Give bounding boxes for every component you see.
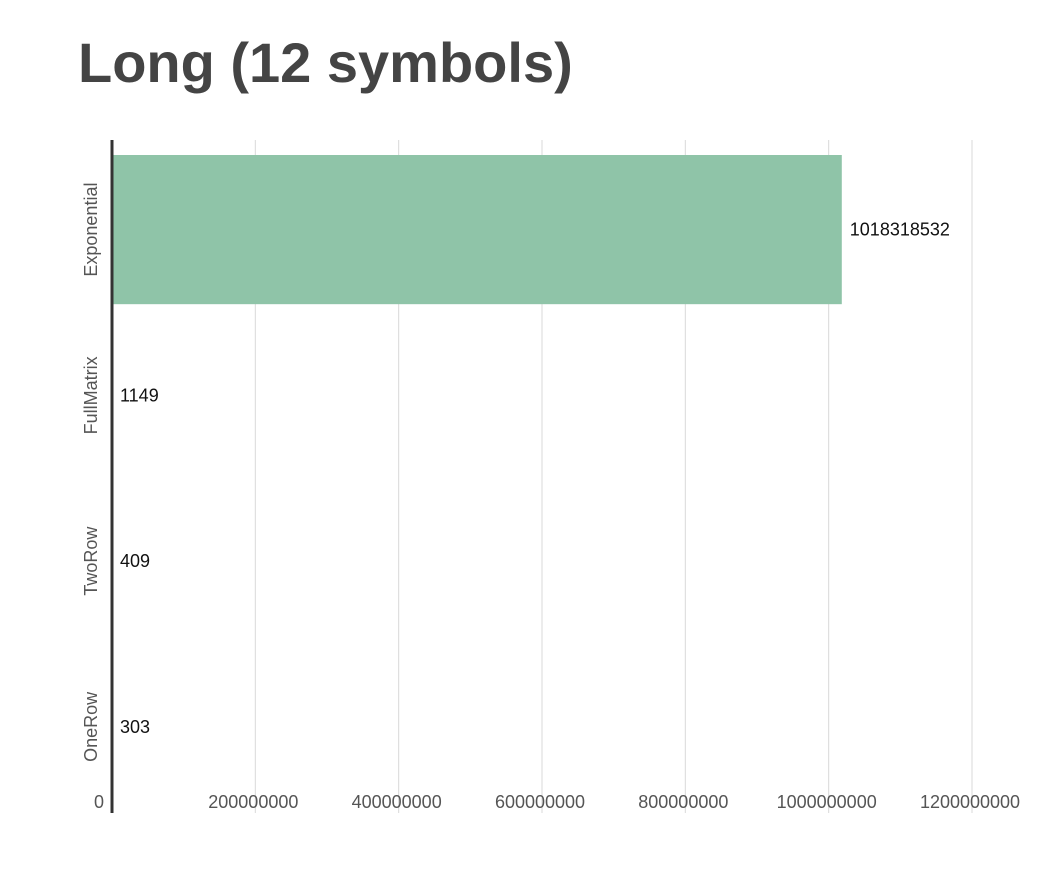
x-tick-label: 1000000000: [777, 792, 877, 812]
bars: [112, 155, 842, 802]
data-label: 1149: [120, 385, 159, 405]
x-tick-label: 800000000: [638, 792, 728, 812]
data-labels: 1018318532 1149 409 303: [120, 220, 950, 737]
category-labels: Exponential FullMatrix TwoRow OneRow: [81, 183, 101, 762]
x-tick-label: 1200000000: [920, 792, 1020, 812]
chart-title: Long (12 symbols): [78, 31, 573, 94]
category-label: TwoRow: [81, 526, 101, 596]
x-tick-label: 0: [94, 792, 104, 812]
category-label: FullMatrix: [81, 356, 101, 434]
x-tick-label: 600000000: [495, 792, 585, 812]
category-label: OneRow: [81, 691, 101, 762]
x-tick-label: 200000000: [208, 792, 298, 812]
data-label: 303: [120, 717, 150, 737]
bar: [112, 155, 842, 305]
x-tick-label: 400000000: [352, 792, 442, 812]
x-tick-labels: 0 200000000 400000000 600000000 800000000 100…: [94, 792, 1020, 812]
data-label: 1018318532: [850, 220, 950, 240]
data-label: 409: [120, 551, 150, 571]
category-label: Exponential: [81, 183, 101, 277]
